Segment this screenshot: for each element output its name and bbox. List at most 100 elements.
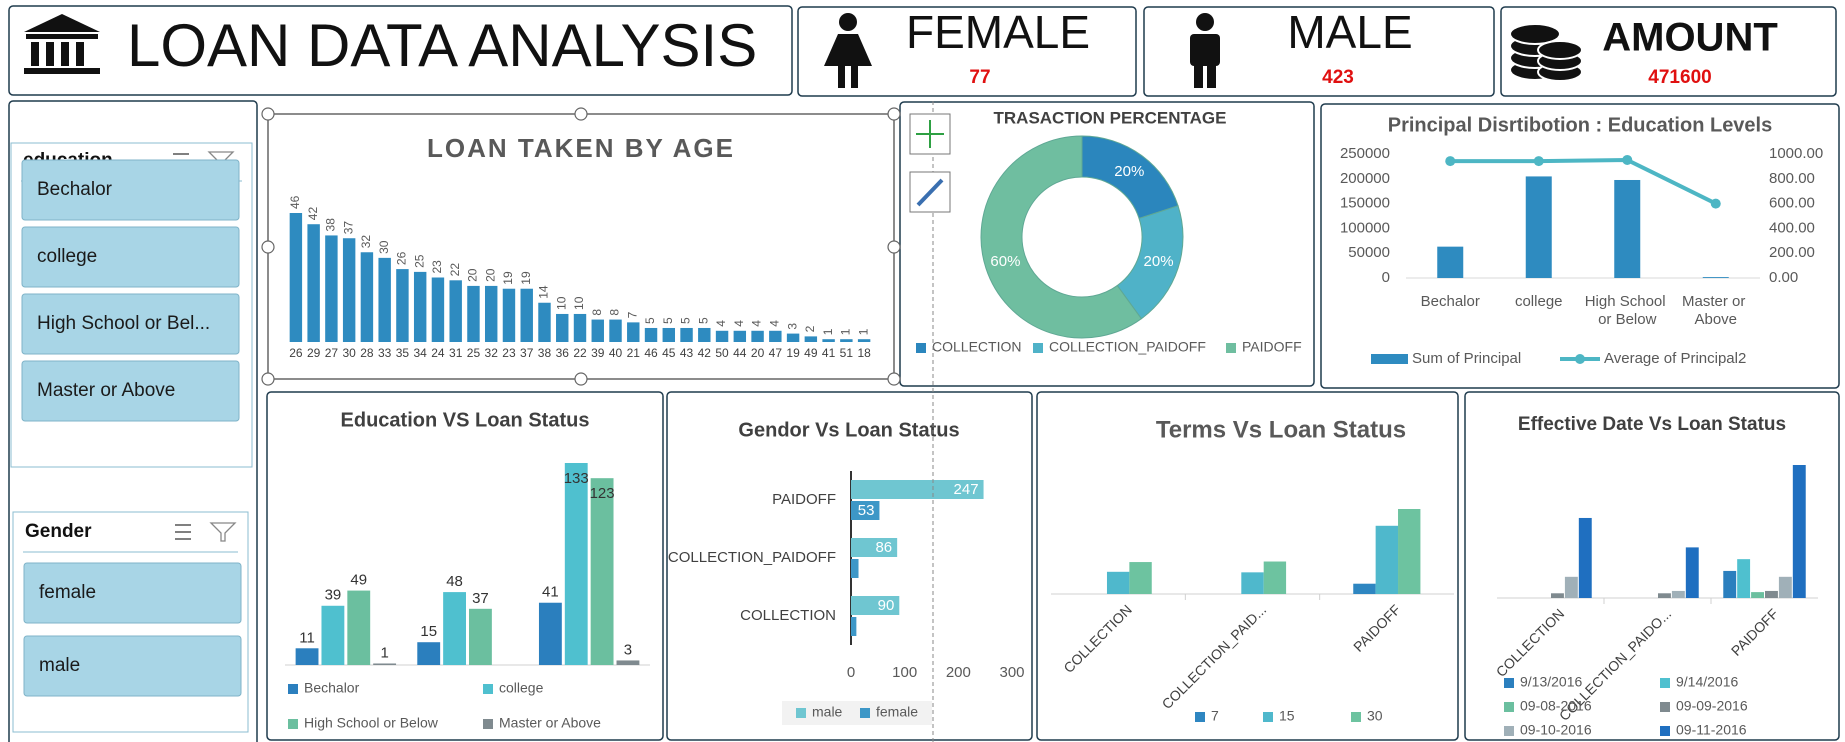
bar xyxy=(1263,561,1287,594)
data-label: 123 xyxy=(590,485,615,502)
x-tick-label: 23 xyxy=(502,346,516,360)
female-icon xyxy=(824,13,872,88)
bar xyxy=(321,605,345,665)
style-button[interactable] xyxy=(909,171,951,213)
chart-tools[interactable] xyxy=(909,113,951,213)
data-label: 53 xyxy=(858,502,875,519)
x-tick-label: 51 xyxy=(840,346,854,360)
bar xyxy=(502,288,516,342)
label-line: High School xyxy=(1585,293,1670,310)
bar xyxy=(1437,246,1464,278)
data-label: 133 xyxy=(564,470,589,487)
legend-swatch xyxy=(916,343,926,353)
bar xyxy=(378,257,391,342)
bar xyxy=(857,339,871,342)
handle xyxy=(574,107,588,121)
handle xyxy=(261,107,275,121)
legend-box xyxy=(782,701,932,725)
x-tick-label: 33 xyxy=(378,346,392,360)
bar xyxy=(1765,590,1778,598)
x-tick-label: 27 xyxy=(325,346,339,360)
slicer-item[interactable] xyxy=(23,635,242,697)
legend-swatch xyxy=(1504,678,1514,688)
x-tick-label: 45 xyxy=(662,346,676,360)
data-label: 4 xyxy=(714,320,728,327)
bar xyxy=(1671,590,1685,598)
handle xyxy=(887,240,901,254)
column xyxy=(46,42,54,66)
legend-swatch xyxy=(1660,726,1670,736)
legend-swatch xyxy=(1263,712,1273,722)
slicer-item-label: High School or Bel... xyxy=(37,313,210,334)
slicer-item[interactable] xyxy=(21,159,240,221)
slicer-item[interactable] xyxy=(21,360,240,422)
legend-swatch xyxy=(1033,343,1043,353)
data-label: 37 xyxy=(341,221,355,235)
slicer-item[interactable] xyxy=(21,293,240,355)
chart-title: Principal Disrtibotion : Education Level… xyxy=(1388,114,1773,136)
bar xyxy=(573,313,587,342)
legend-label: college xyxy=(499,680,544,696)
bar xyxy=(1525,176,1552,278)
bar xyxy=(295,648,319,665)
bar xyxy=(715,330,729,342)
label-line: Master or xyxy=(1682,293,1750,310)
x-tick-label: 0 xyxy=(847,664,855,681)
data-label: 38 xyxy=(324,218,338,232)
x-tick-label: 35 xyxy=(396,346,410,360)
legend-swatch xyxy=(860,708,870,718)
data-label: 1 xyxy=(856,328,870,335)
data-label: 1 xyxy=(380,644,388,661)
legend-label: COLLECTION xyxy=(932,339,1021,355)
male-icon xyxy=(1190,13,1220,88)
bar xyxy=(733,330,747,342)
leg xyxy=(851,64,858,88)
x-tick-label: 200 xyxy=(946,664,971,681)
data-label: 8 xyxy=(608,309,622,316)
bar xyxy=(449,280,462,342)
x-tick-label: 38 xyxy=(538,346,552,360)
data-label: 5 xyxy=(679,317,693,324)
handle xyxy=(574,372,588,386)
legend-swatch xyxy=(1575,354,1585,364)
x-tick-label: 39 xyxy=(591,346,605,360)
bar xyxy=(360,252,374,342)
data-label: 3 xyxy=(785,323,799,330)
bar xyxy=(840,339,853,342)
slicer-item[interactable] xyxy=(21,226,240,288)
legend-label: High School or Below xyxy=(304,715,439,731)
x-tick-label: 32 xyxy=(485,346,499,360)
roof xyxy=(24,14,100,32)
data-label: 32 xyxy=(359,235,373,249)
bar xyxy=(804,336,818,342)
y-tick-label: COLLECTION_PAIDOFF xyxy=(668,549,836,566)
x-tick-label: 36 xyxy=(556,346,570,360)
legend-label: 09-11-2016 xyxy=(1676,722,1747,738)
clear-filter-icon xyxy=(209,522,237,542)
column xyxy=(61,42,69,66)
x-tick-label: 41 xyxy=(822,346,836,360)
data-label: 7 xyxy=(625,311,639,318)
slicer-item[interactable] xyxy=(23,562,242,624)
y2-tick-label: 400.00 xyxy=(1769,219,1815,236)
y2-tick-label: 1000.00 xyxy=(1769,145,1823,162)
chart-panel xyxy=(666,391,1033,741)
x-tick-label: college xyxy=(1515,293,1563,310)
data-label: 37 xyxy=(472,590,489,607)
legend-label: 7 xyxy=(1211,708,1219,724)
data-label: 5 xyxy=(661,317,675,324)
data-label: 42 xyxy=(306,207,320,221)
kpi-label: MALE xyxy=(1287,6,1412,58)
data-label: 247 xyxy=(954,481,979,498)
bar xyxy=(786,333,800,342)
bar xyxy=(396,269,409,342)
legend-swatch xyxy=(288,684,298,694)
chart-panel xyxy=(1036,391,1459,741)
x-tick-label: 40 xyxy=(609,346,623,360)
column xyxy=(76,42,84,66)
line-point xyxy=(1445,156,1456,167)
data-label: 48 xyxy=(446,573,463,590)
legend-label: Sum of Principal xyxy=(1412,350,1521,367)
data-label: 20% xyxy=(1144,253,1174,270)
x-tick-label: 49 xyxy=(804,346,818,360)
